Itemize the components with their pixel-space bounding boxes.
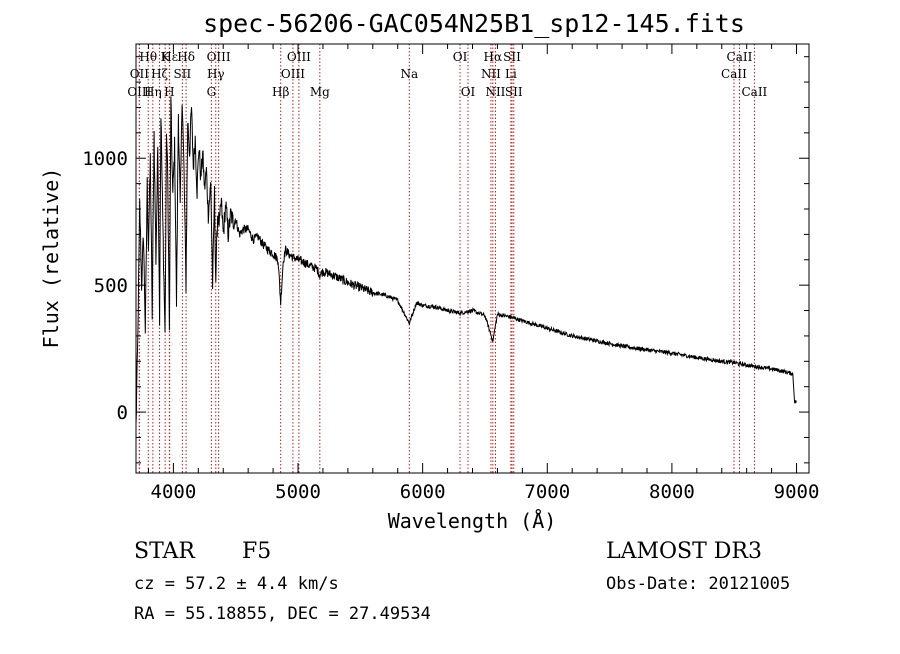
y-tick-label: 0	[117, 402, 128, 424]
axis-tick-labels: 4000 5000 6000 7000 8000 9000 0 500 1000	[82, 148, 819, 503]
spectral-line-label: Hε	[161, 50, 178, 64]
spectral-line-label: H	[164, 85, 174, 99]
spectral-line-label: G	[207, 85, 217, 99]
spectral-line-label: Mg	[310, 85, 330, 99]
x-tick-label: 7000	[524, 481, 570, 503]
spectral-line-label: NII	[481, 67, 501, 81]
spectral-line-label: SII	[503, 50, 521, 64]
survey-name: LAMOST DR3	[606, 539, 762, 564]
x-axis-label: Wavelength (Å)	[388, 509, 557, 533]
spectrum-line	[135, 96, 797, 425]
chart-title: spec-56206-GAC054N25B1_sp12-145.fits	[203, 9, 745, 38]
spectral-line-label: OI	[453, 50, 468, 64]
spectral-line-label: CaII	[741, 85, 767, 99]
plot-frame	[135, 43, 810, 474]
redshift-text: cz = 57.2 ± 4.4 km/s	[134, 574, 339, 594]
spectral-line-label: NII	[485, 85, 505, 99]
spectral-line-label: Hζ	[151, 67, 168, 81]
spectral-line-label: OIII	[287, 50, 311, 64]
spectral-line-label: CaII	[721, 67, 747, 81]
spectral-line-label: Na	[400, 67, 418, 81]
x-tick-label: 4000	[151, 481, 197, 503]
spectral-subclass: F5	[242, 539, 271, 564]
spectral-line-label: OIII	[127, 85, 151, 99]
spectrum-layer	[135, 96, 797, 425]
axis-ticks	[136, 44, 809, 473]
spectral-line-label: OIII	[207, 50, 231, 64]
spectral-line-label: Li	[505, 67, 517, 81]
spectral-line-markers	[138, 44, 755, 473]
spectral-line-label: SII	[505, 85, 523, 99]
spectral-line-label: Hα	[484, 50, 503, 64]
spectral-line-label: OI	[461, 85, 476, 99]
spectral-line-label: Hγ	[207, 67, 225, 81]
x-tick-label: 8000	[649, 481, 695, 503]
spectral-line-label: OIII	[281, 67, 305, 81]
object-class: STAR	[134, 539, 196, 564]
x-tick-label: 5000	[275, 481, 321, 503]
spectral-line-label: Hβ	[272, 85, 289, 99]
y-tick-label: 500	[94, 275, 128, 297]
spectral-line-label: Hδ	[177, 50, 195, 64]
spectral-line-label: OII	[130, 67, 150, 81]
obs-date-text: Obs-Date: 20121005	[606, 574, 790, 594]
spectral-line-label: K	[161, 50, 171, 64]
x-tick-label: 6000	[400, 481, 446, 503]
spectral-line-label: Hη	[144, 85, 162, 99]
coordinates-text: RA = 55.18855, DEC = 27.49534	[134, 604, 431, 624]
spectral-line-label: Hθ	[139, 50, 157, 64]
spectral-line-label: SII	[174, 67, 192, 81]
spectral-line-label: CaII	[727, 50, 753, 64]
x-tick-label: 9000	[774, 481, 820, 503]
y-tick-label: 1000	[82, 148, 128, 170]
y-axis-label: Flux (relative)	[39, 168, 63, 349]
